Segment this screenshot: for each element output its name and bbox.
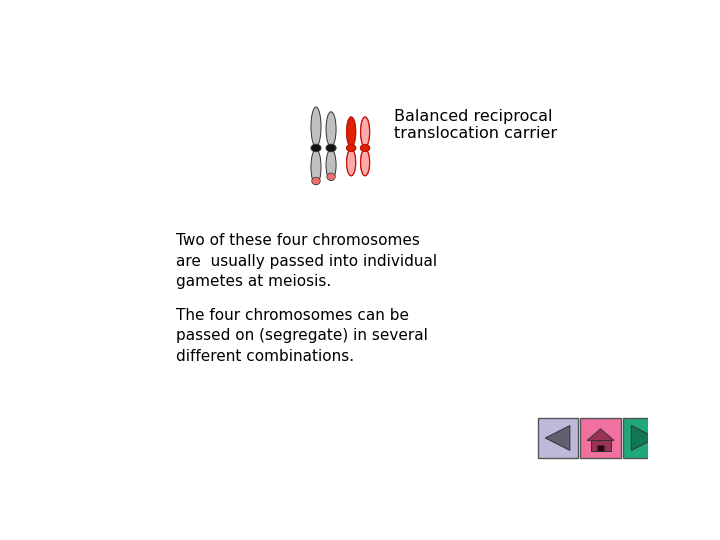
Polygon shape [545, 426, 570, 450]
Ellipse shape [326, 150, 336, 180]
Ellipse shape [312, 177, 320, 185]
Ellipse shape [361, 149, 369, 176]
Ellipse shape [311, 150, 321, 185]
Ellipse shape [326, 112, 336, 146]
Ellipse shape [327, 173, 336, 180]
Circle shape [361, 145, 369, 151]
Ellipse shape [311, 107, 321, 146]
FancyBboxPatch shape [624, 418, 664, 458]
FancyBboxPatch shape [580, 418, 621, 458]
Ellipse shape [346, 149, 356, 176]
Text: Balanced reciprocal
translocation carrier: Balanced reciprocal translocation carrie… [394, 109, 557, 141]
FancyBboxPatch shape [597, 445, 605, 451]
Text: The four chromosomes can be
passed on (segregate) in several
different combinati: The four chromosomes can be passed on (s… [176, 308, 428, 364]
Circle shape [311, 144, 321, 152]
Circle shape [346, 145, 356, 151]
Circle shape [361, 145, 369, 151]
Text: Two of these four chromosomes
are  usually passed into individual
gametes at mei: Two of these four chromosomes are usuall… [176, 233, 438, 289]
FancyBboxPatch shape [590, 440, 611, 451]
Ellipse shape [346, 117, 356, 147]
Polygon shape [588, 429, 614, 441]
Ellipse shape [361, 149, 369, 176]
Circle shape [346, 145, 356, 151]
Ellipse shape [361, 117, 369, 147]
Ellipse shape [346, 149, 356, 176]
Ellipse shape [346, 117, 356, 147]
FancyBboxPatch shape [538, 418, 577, 458]
Ellipse shape [361, 117, 369, 147]
Polygon shape [631, 426, 656, 450]
Circle shape [326, 144, 336, 152]
